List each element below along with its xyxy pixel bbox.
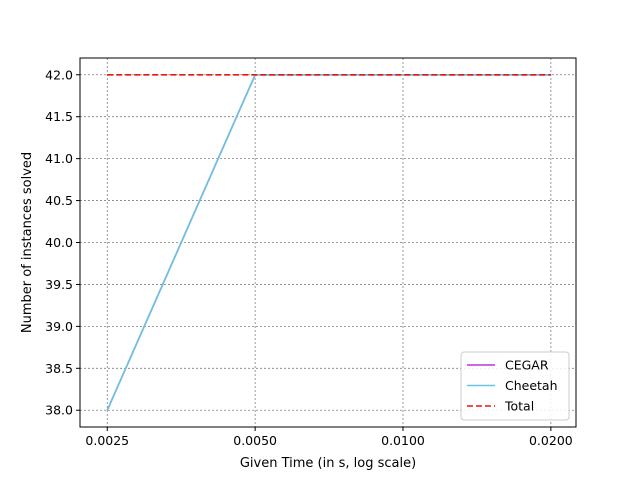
x-tick-label: 0.0050 [233,433,277,448]
legend-label: Total [504,399,534,414]
y-tick-label: 42.0 [45,67,73,82]
y-axis: 38.0 38.5 39.0 39.5 40.0 40.5 41.0 41.5 42.0 [45,67,80,418]
y-axis-label: Number of instances solved [20,152,35,333]
x-axis-label: Given Time (in s, log scale) [240,456,416,471]
x-axis: 0.0025 0.0050 0.0100 0.0200 [85,427,573,448]
x-tick-label: 0.0200 [529,433,573,448]
y-tick-label: 40.0 [45,235,73,250]
y-tick-label: 38.0 [45,403,73,418]
x-tick-label: 0.0025 [85,433,129,448]
x-tick-label: 0.0100 [381,433,425,448]
legend-box [460,351,570,421]
legend-label: CEGAR [505,358,549,373]
y-tick-label: 38.5 [45,361,73,376]
y-tick-label: 39.5 [45,277,73,292]
legend: CEGAR Cheetah Total [460,351,570,421]
y-tick-label: 41.0 [45,151,73,166]
y-tick-label: 40.5 [45,193,73,208]
legend-label: Cheetah [505,378,558,393]
y-tick-label: 39.0 [45,319,73,334]
series-lines [106,73,551,411]
y-tick-label: 41.5 [45,109,73,124]
